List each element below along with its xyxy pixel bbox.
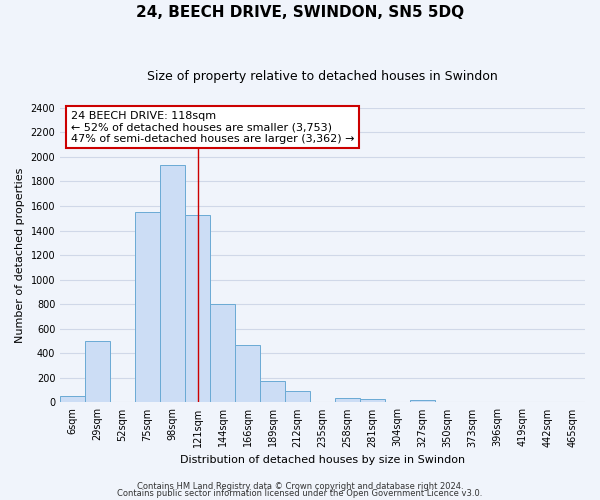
Bar	[85, 341, 110, 402]
Bar	[60, 396, 85, 402]
Text: 24, BEECH DRIVE, SWINDON, SN5 5DQ: 24, BEECH DRIVE, SWINDON, SN5 5DQ	[136, 5, 464, 20]
Text: 24 BEECH DRIVE: 118sqm
← 52% of detached houses are smaller (3,753)
47% of semi-: 24 BEECH DRIVE: 118sqm ← 52% of detached…	[71, 110, 354, 144]
Bar	[410, 400, 435, 402]
Text: Contains public sector information licensed under the Open Government Licence v3: Contains public sector information licen…	[118, 489, 482, 498]
Bar	[260, 381, 285, 402]
Text: Contains HM Land Registry data © Crown copyright and database right 2024.: Contains HM Land Registry data © Crown c…	[137, 482, 463, 491]
Bar	[335, 398, 360, 402]
Bar	[185, 214, 210, 402]
Bar	[160, 166, 185, 402]
Bar	[135, 212, 160, 402]
Bar	[360, 400, 385, 402]
Y-axis label: Number of detached properties: Number of detached properties	[15, 168, 25, 343]
X-axis label: Distribution of detached houses by size in Swindon: Distribution of detached houses by size …	[180, 455, 465, 465]
Bar	[285, 392, 310, 402]
Bar	[235, 344, 260, 403]
Bar	[210, 304, 235, 402]
Title: Size of property relative to detached houses in Swindon: Size of property relative to detached ho…	[147, 70, 498, 83]
